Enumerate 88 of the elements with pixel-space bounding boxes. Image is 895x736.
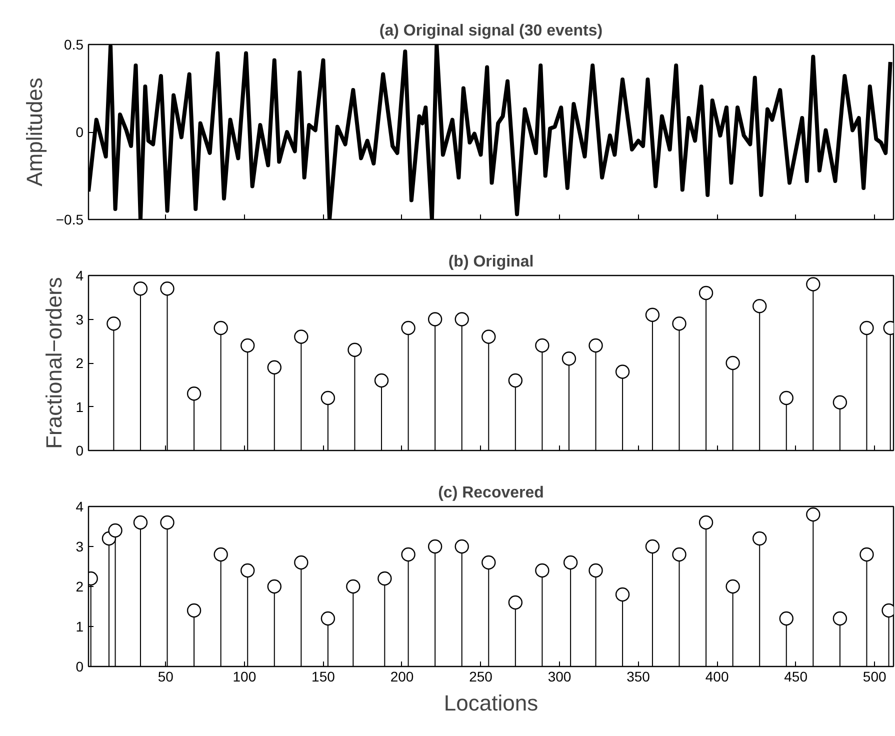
- x-axis-title: Locations: [444, 690, 538, 716]
- point: [267, 579, 282, 594]
- point: [508, 373, 523, 388]
- point: [294, 555, 308, 570]
- point: [752, 299, 767, 314]
- point: [779, 611, 794, 626]
- y-tick-label: 1: [76, 618, 84, 634]
- y-tick-label: 4: [76, 268, 84, 284]
- point: [860, 320, 874, 336]
- x-tick-label: 350: [626, 668, 650, 684]
- y-tick-label: 4: [76, 498, 84, 514]
- x-tick-label: 500: [862, 668, 886, 684]
- y-tick-label: 0: [76, 124, 84, 140]
- y-tick-label: 0: [76, 658, 84, 674]
- point: [160, 515, 174, 530]
- point: [160, 282, 174, 296]
- point: [562, 352, 576, 366]
- point: [108, 523, 122, 538]
- point: [106, 316, 121, 331]
- y-axis-title: Amplitudes: [22, 78, 47, 186]
- y-tick-label: 2: [76, 578, 84, 594]
- point: [535, 563, 550, 578]
- point: [133, 515, 148, 530]
- point: [672, 547, 686, 562]
- x-tick-label: 300: [548, 668, 572, 684]
- point: [615, 364, 630, 379]
- point: [454, 539, 469, 554]
- point: [806, 277, 820, 292]
- x-tick-label: 100: [232, 668, 256, 684]
- point: [214, 320, 228, 336]
- y-axis-title: Fractional−orders: [42, 277, 67, 449]
- y-tick-label: 2: [76, 355, 84, 371]
- point: [645, 308, 660, 322]
- point: [832, 611, 848, 626]
- x-tick-label: 50: [158, 668, 174, 684]
- point: [348, 342, 362, 357]
- y-tick-label: 0: [76, 442, 84, 458]
- point: [726, 356, 740, 370]
- chart-title: (c) Recovered: [438, 484, 544, 502]
- y-tick-label: 3: [76, 538, 84, 554]
- point: [240, 563, 255, 578]
- point: [588, 338, 603, 353]
- point: [698, 515, 714, 530]
- line-series: [88, 44, 892, 220]
- y-tick-label: 0.5: [64, 36, 84, 52]
- point: [133, 282, 148, 296]
- point: [535, 338, 550, 353]
- point: [615, 587, 630, 602]
- point: [752, 531, 767, 546]
- point: [860, 547, 874, 562]
- point: [672, 316, 686, 331]
- point: [645, 539, 660, 554]
- point: [401, 547, 416, 562]
- point: [267, 360, 282, 374]
- point: [482, 330, 496, 344]
- y-tick-label: −0.5: [56, 212, 84, 228]
- chart-title: (b) Original: [448, 254, 534, 270]
- point: [320, 611, 336, 626]
- point: [214, 547, 228, 562]
- point: [374, 373, 389, 388]
- point: [401, 320, 416, 336]
- y-tick-label: 1: [76, 398, 84, 415]
- point: [482, 555, 496, 570]
- x-tick-label: 250: [469, 668, 493, 684]
- point: [346, 579, 360, 594]
- point: [294, 330, 308, 344]
- point: [428, 312, 442, 326]
- point: [320, 390, 336, 406]
- point: [428, 539, 442, 554]
- x-tick-label: 200: [390, 668, 414, 684]
- y-tick-label: 3: [76, 311, 84, 328]
- point: [779, 390, 794, 406]
- point: [588, 563, 603, 578]
- point: [186, 386, 202, 401]
- x-tick-label: 150: [312, 668, 336, 684]
- point: [240, 338, 255, 353]
- point: [726, 579, 740, 594]
- point: [508, 595, 523, 610]
- point: [806, 507, 820, 522]
- x-tick-label: 400: [705, 668, 729, 684]
- point: [698, 286, 714, 300]
- point: [186, 603, 202, 618]
- x-tick-label: 450: [784, 668, 808, 684]
- point: [832, 395, 848, 410]
- point: [563, 555, 578, 570]
- chart-title: (a) Original signal (30 events): [379, 22, 603, 40]
- point: [378, 571, 392, 586]
- point: [454, 312, 469, 326]
